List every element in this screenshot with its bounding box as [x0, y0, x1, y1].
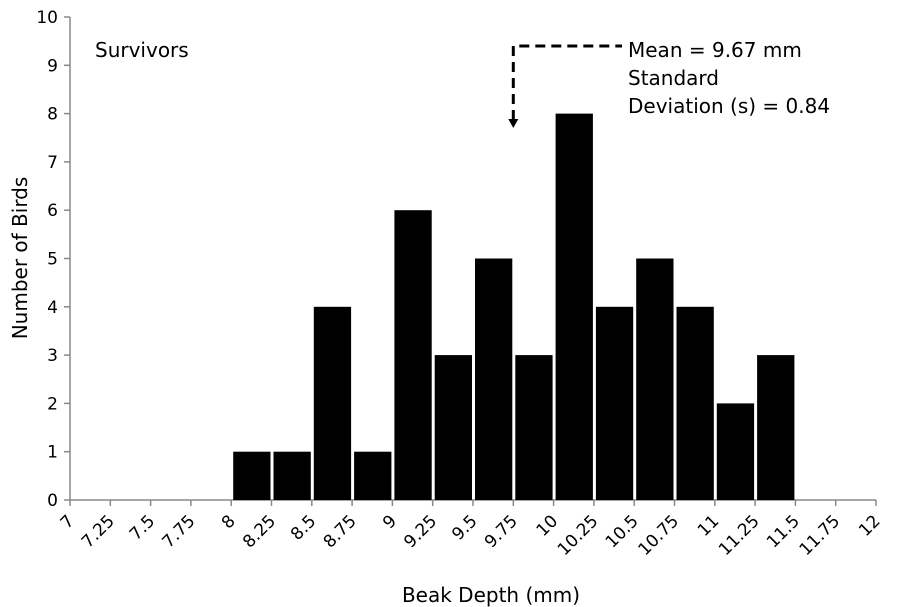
- y-tick-label: 4: [47, 298, 58, 318]
- x-tick-label: 9.25: [400, 511, 441, 552]
- bars: [233, 113, 795, 500]
- x-tick-label: 7: [57, 511, 79, 533]
- y-tick-label: 6: [47, 201, 58, 221]
- x-tick-label: 8: [218, 511, 240, 533]
- y-tick-label: 7: [47, 153, 58, 173]
- histogram-bar: [515, 355, 553, 500]
- x-tick-label: 9: [379, 511, 401, 533]
- panel-label: Survivors: [95, 38, 189, 62]
- mean-pointer-line: [511, 44, 622, 120]
- histogram-bar: [354, 451, 392, 500]
- y-tick-label: 1: [47, 443, 58, 463]
- mean-annotation-line: Deviation (s) = 0.84: [628, 94, 830, 118]
- x-tick-label: 11: [694, 511, 723, 540]
- histogram-bar: [273, 451, 311, 500]
- y-tick-label: 3: [47, 346, 58, 366]
- x-tick-label: 10: [533, 511, 562, 540]
- mean-annotation: Mean = 9.67 mm Standard Deviation (s) = 0.…: [508, 38, 830, 128]
- x-tick-label: 9.5: [448, 511, 481, 544]
- x-tick-label: 9.75: [481, 511, 522, 552]
- y-axis-title: Number of Birds: [8, 177, 32, 340]
- mean-arrow-head: [508, 119, 519, 128]
- x-tick-label: 11.75: [796, 511, 845, 560]
- histogram-bar: [434, 355, 472, 500]
- y-tick-label: 9: [47, 56, 58, 76]
- x-tick-label: 10.75: [634, 511, 683, 560]
- x-tick-label: 7.75: [159, 511, 200, 552]
- x-tick-label: 8.75: [320, 511, 361, 552]
- histogram-bar: [394, 210, 432, 500]
- y-tick-label: 8: [47, 105, 58, 125]
- histogram-bar: [233, 451, 271, 500]
- histogram-bar: [716, 403, 755, 500]
- histogram-bar: [595, 306, 634, 500]
- y-tick-label: 0: [47, 491, 58, 511]
- y-tick-labels: 0 1 2 3 4 5 6 7 8 9 10: [36, 8, 58, 511]
- histogram-bar: [313, 306, 352, 500]
- x-tick-label: 8.25: [239, 511, 280, 552]
- x-axis-title: Beak Depth (mm): [402, 583, 580, 607]
- x-tick-label: 8.5: [287, 511, 320, 544]
- histogram-bar: [676, 306, 714, 500]
- x-tick-label: 7.25: [78, 511, 119, 552]
- histogram-bar: [636, 258, 674, 500]
- y-tick-label: 5: [47, 250, 58, 270]
- y-tick-label: 10: [36, 8, 58, 28]
- x-tick-labels: 7 7.25 7.5 7.75 8 8.25 8.5 8.75 9 9.25 9.5 9.75 1010…: [57, 511, 885, 560]
- y-tick-label: 2: [47, 394, 58, 414]
- x-tick-label: 12: [855, 511, 884, 540]
- x-tick-label: 10.25: [554, 511, 603, 560]
- histogram-bar: [555, 113, 593, 500]
- histogram-bar: [475, 258, 513, 500]
- histogram-bar: [757, 355, 795, 500]
- mean-annotation-line: Standard: [628, 66, 719, 90]
- mean-annotation-line: Mean = 9.67 mm: [628, 38, 802, 62]
- x-tick-label: 7.5: [126, 511, 159, 544]
- x-tick-label: 11.25: [715, 511, 764, 560]
